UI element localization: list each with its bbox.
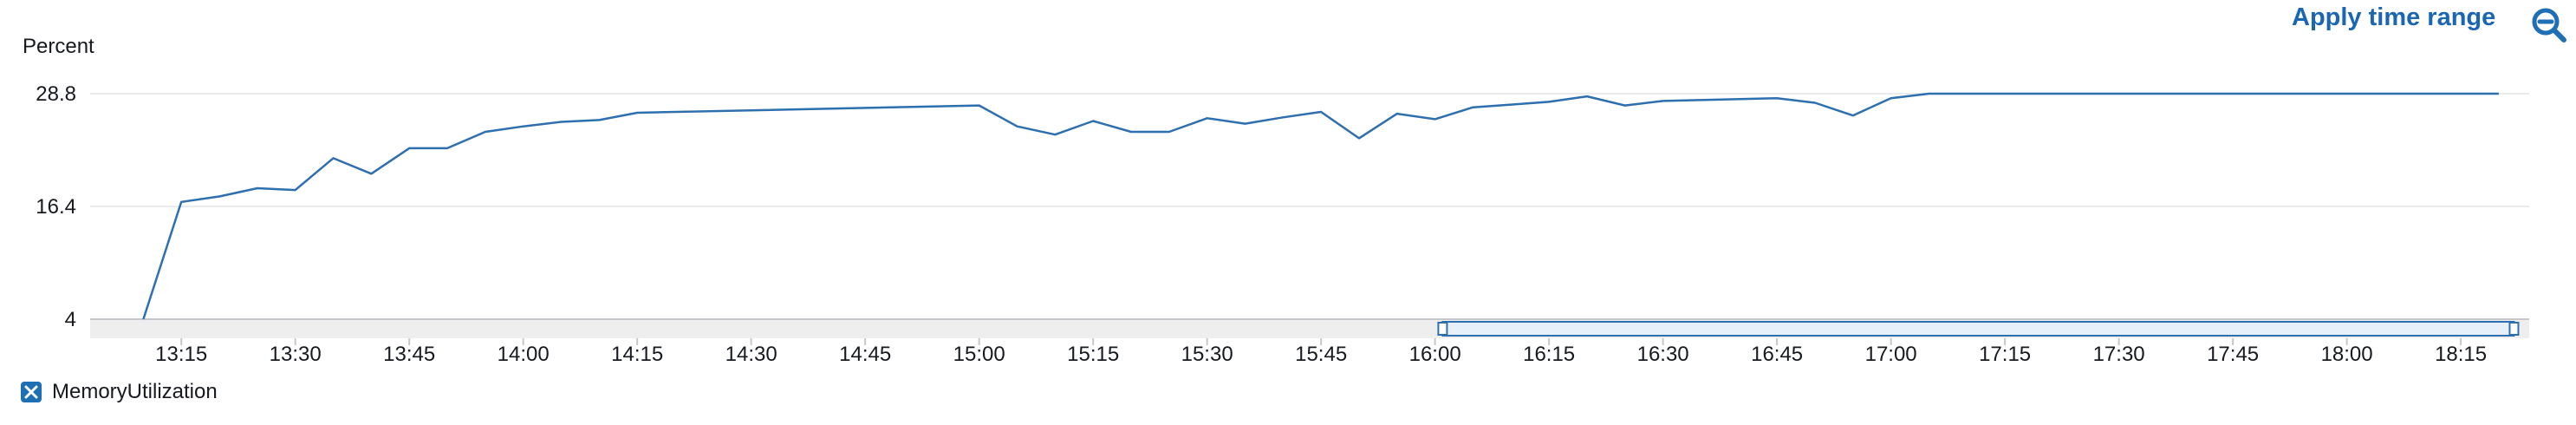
x-tick-label: 15:00 bbox=[953, 343, 1005, 366]
legend-item[interactable]: MemoryUtilization bbox=[21, 380, 218, 404]
x-tick-label: 15:15 bbox=[1067, 343, 1119, 366]
y-tick-label: 16.4 bbox=[36, 195, 76, 219]
x-tick-label: 13:15 bbox=[155, 343, 207, 366]
x-tick-label: 15:45 bbox=[1295, 343, 1347, 366]
y-tick-label: 28.8 bbox=[36, 82, 76, 106]
x-tick-label: 17:00 bbox=[1865, 343, 1917, 366]
y-tick-label: 4 bbox=[65, 308, 76, 331]
x-tick-label: 16:00 bbox=[1409, 343, 1461, 366]
x-tick-label: 16:45 bbox=[1751, 343, 1803, 366]
apply-time-range-button[interactable]: Apply time range bbox=[2292, 3, 2496, 31]
x-tick-label: 14:15 bbox=[611, 343, 663, 366]
x-tick-label: 14:00 bbox=[498, 343, 550, 366]
x-tick-label: 16:15 bbox=[1523, 343, 1575, 366]
x-tick-label: 17:15 bbox=[1979, 343, 2031, 366]
x-tick-label: 18:15 bbox=[2435, 343, 2487, 366]
zoom-out-icon[interactable] bbox=[2529, 5, 2569, 45]
selection-handle[interactable] bbox=[1437, 322, 1448, 336]
x-tick-label: 13:30 bbox=[270, 343, 322, 366]
legend-label: MemoryUtilization bbox=[52, 380, 218, 403]
close-icon[interactable] bbox=[21, 382, 42, 402]
time-range-selection[interactable] bbox=[1441, 321, 2515, 337]
x-tick-label: 17:45 bbox=[2207, 343, 2259, 366]
y-axis-label: Percent bbox=[23, 35, 94, 58]
selection-handle[interactable] bbox=[2508, 322, 2520, 336]
x-tick-label: 18:00 bbox=[2321, 343, 2373, 366]
x-tick-label: 16:30 bbox=[1637, 343, 1689, 366]
series-line bbox=[142, 92, 2499, 320]
x-tick-label: 14:30 bbox=[725, 343, 777, 366]
x-tick-label: 13:45 bbox=[383, 343, 435, 366]
x-tick-label: 15:30 bbox=[1181, 343, 1233, 366]
x-tick-label: 17:30 bbox=[2093, 343, 2145, 366]
line-chart[interactable]: 4 16.4 28.8 13:15 13:30 13:45 14:00 14:15 14:30 1… bbox=[0, 0, 2576, 373]
x-tick-label: 14:45 bbox=[839, 343, 891, 366]
